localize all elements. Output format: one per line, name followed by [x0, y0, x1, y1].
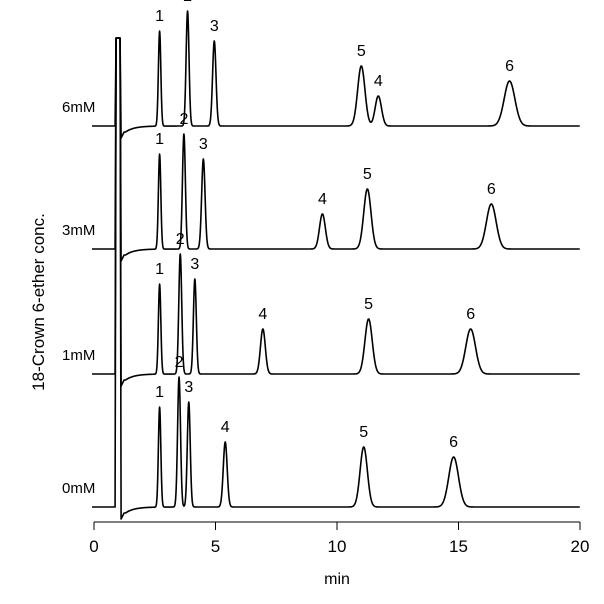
- peak-label: 2: [175, 354, 184, 371]
- peak-label: 1: [155, 384, 164, 401]
- peak-label: 6: [449, 434, 458, 451]
- peak-label: 3: [184, 379, 193, 396]
- peak-label: 5: [364, 296, 373, 313]
- x-tick-label: 0: [89, 537, 98, 556]
- peak-label: 4: [258, 306, 267, 323]
- trace-line: [92, 37, 581, 520]
- peak-label: 5: [363, 166, 372, 183]
- trace-line: [92, 37, 581, 387]
- x-axis-ticks: 0 5 10 15 20: [89, 522, 589, 556]
- peak-label: 4: [374, 73, 383, 90]
- peak-label: 1: [155, 131, 164, 148]
- peak-label: 3: [210, 18, 219, 35]
- peak-label: 6: [487, 181, 496, 198]
- peak-label: 2: [183, 0, 192, 5]
- x-axis-label: min: [324, 571, 350, 588]
- series-label: 3mM: [62, 222, 95, 239]
- peak-label: 3: [199, 136, 208, 153]
- x-tick-label: 5: [211, 537, 220, 556]
- peak-label: 1: [155, 8, 164, 25]
- trace-line: [92, 37, 581, 262]
- x-tick-label: 20: [571, 537, 590, 556]
- peak-label: 5: [359, 424, 368, 441]
- series-label: 0mM: [62, 480, 95, 497]
- trace-line: [92, 10, 581, 139]
- y-axis-label: 18-Crown 6-ether conc.: [29, 213, 48, 391]
- peak-label: 4: [221, 419, 230, 436]
- series-label: 1mM: [62, 347, 95, 364]
- peak-label: 6: [505, 58, 514, 75]
- peak-label: 1: [155, 261, 164, 278]
- x-tick-label: 15: [449, 537, 468, 556]
- series-label: 6mM: [62, 99, 95, 116]
- peak-label: 4: [318, 191, 327, 208]
- peak-label: 6: [466, 306, 475, 323]
- x-tick-label: 10: [328, 537, 347, 556]
- peak-label: 5: [357, 43, 366, 60]
- peak-label: 3: [190, 256, 199, 273]
- traces: 0mM1234561mM1234563mM1234566mM123546: [62, 0, 581, 520]
